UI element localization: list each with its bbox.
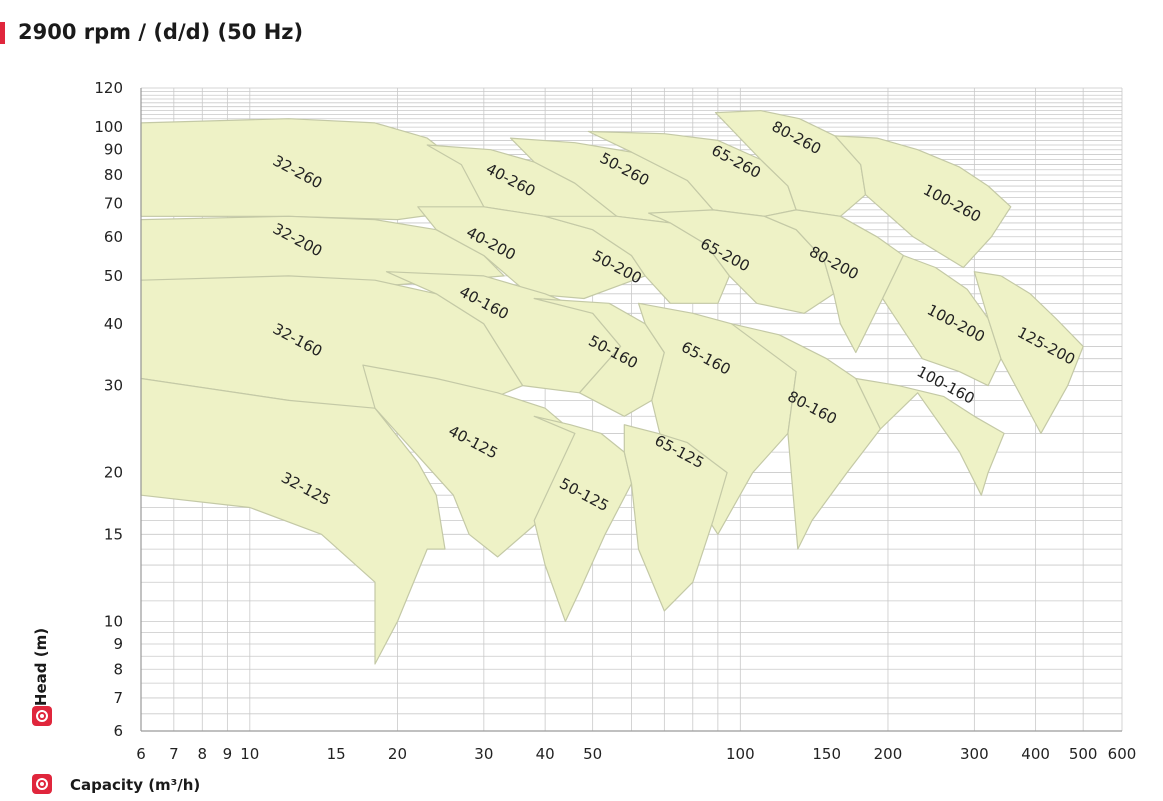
x-tick-label: 500 <box>1069 745 1098 763</box>
x-tick-label: 6 <box>136 745 146 763</box>
pump-region-65-200 <box>647 209 835 314</box>
chart-frame <box>140 88 1122 732</box>
x-tick-label: 300 <box>960 745 989 763</box>
pump-icon <box>32 774 52 794</box>
pump-region-80-200 <box>763 209 905 354</box>
y-tick-label: 8 <box>113 660 123 678</box>
pump-region-50-125 <box>533 415 633 623</box>
y-tick-label: 20 <box>104 464 123 482</box>
pump-region-50-200 <box>544 215 731 304</box>
y-tick-label: 100 <box>94 118 123 136</box>
y-tick-label: 120 <box>94 79 123 97</box>
title-accent-bar <box>0 22 5 44</box>
y-axis-label: Head (m) <box>32 627 50 707</box>
pump-region-100-200 <box>881 254 1002 387</box>
y-tick-label: 15 <box>104 525 123 543</box>
x-axis-label: Capacity (m³/h) <box>70 776 201 794</box>
pump-region-100-260 <box>834 135 1012 269</box>
x-tick-label: 30 <box>474 745 493 763</box>
page-title: 2900 rpm / (d/d) (50 Hz) <box>18 20 304 44</box>
pump-region-100-160 <box>855 377 1005 496</box>
x-tick-label: 200 <box>874 745 903 763</box>
y-tick-label: 10 <box>104 612 123 630</box>
pump-region-32-260 <box>140 118 492 221</box>
pump-region-32-125 <box>140 377 446 665</box>
y-tick-label: 7 <box>113 689 123 707</box>
y-tick-label: 40 <box>104 315 123 333</box>
x-tick-label: 150 <box>812 745 841 763</box>
x-tick-label: 20 <box>388 745 407 763</box>
x-tick-label: 8 <box>198 745 208 763</box>
pump-region-80-160 <box>730 323 882 550</box>
x-tick-label: 7 <box>169 745 179 763</box>
y-tick-label: 80 <box>104 166 123 184</box>
chart-regions <box>140 109 1084 665</box>
pump-region-125-200 <box>973 271 1084 434</box>
x-tick-label: 100 <box>726 745 755 763</box>
x-tick-label: 400 <box>1021 745 1050 763</box>
y-tick-label: 9 <box>113 635 123 653</box>
y-tick-labels: 6 7 8 9 10 15 20 30 40 50 60 70 80 90 100 120 <box>94 79 123 740</box>
y-tick-label: 70 <box>104 195 123 213</box>
x-tick-label: 40 <box>536 745 555 763</box>
pump-region-65-125 <box>623 424 728 612</box>
x-tick-label: 9 <box>223 745 233 763</box>
y-tick-label: 30 <box>104 377 123 395</box>
x-tick-labels: 6 7 8 9 10 15 20 30 40 50 100 150 200 300 400 500 600 <box>136 745 1136 763</box>
x-tick-label: 10 <box>240 745 259 763</box>
pump-icon <box>32 706 52 726</box>
x-tick-label: 50 <box>583 745 602 763</box>
x-tick-label: 600 <box>1108 745 1137 763</box>
y-tick-label: 50 <box>104 267 123 285</box>
x-tick-label: 15 <box>327 745 346 763</box>
y-tick-label: 6 <box>113 722 123 740</box>
y-tick-label: 60 <box>104 228 123 246</box>
pump-region-50-160 <box>533 297 665 417</box>
y-tick-label: 90 <box>104 141 123 159</box>
